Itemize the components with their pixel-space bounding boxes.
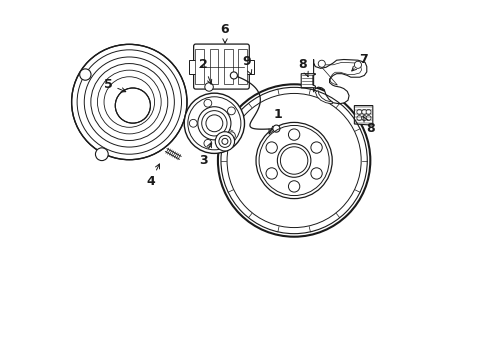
Circle shape (184, 93, 244, 153)
Polygon shape (313, 59, 366, 104)
Circle shape (215, 132, 234, 151)
Circle shape (356, 116, 361, 121)
Circle shape (204, 83, 213, 91)
Circle shape (366, 116, 370, 121)
Circle shape (366, 109, 370, 114)
Circle shape (71, 44, 186, 160)
Text: 9: 9 (242, 55, 251, 75)
Text: 1: 1 (268, 108, 282, 134)
Circle shape (354, 61, 361, 68)
Bar (224, 49, 232, 84)
Circle shape (318, 60, 325, 67)
Circle shape (227, 107, 235, 115)
Text: 4: 4 (146, 164, 159, 188)
Circle shape (95, 148, 108, 161)
Bar (195, 49, 203, 84)
Circle shape (218, 84, 369, 237)
Circle shape (356, 109, 361, 114)
Circle shape (265, 168, 277, 179)
FancyBboxPatch shape (193, 44, 249, 89)
Circle shape (80, 69, 91, 80)
Circle shape (198, 107, 230, 140)
Polygon shape (301, 74, 315, 88)
Circle shape (277, 144, 310, 177)
Bar (189, 60, 198, 74)
Circle shape (361, 109, 366, 114)
Circle shape (256, 122, 331, 199)
Circle shape (361, 116, 366, 121)
Circle shape (265, 142, 277, 153)
Text: 6: 6 (220, 23, 229, 43)
Circle shape (205, 115, 223, 132)
Text: 8: 8 (363, 117, 374, 135)
Polygon shape (354, 105, 372, 125)
Circle shape (189, 120, 197, 127)
Circle shape (115, 88, 150, 123)
Circle shape (288, 181, 299, 192)
Text: 2: 2 (199, 58, 211, 84)
Text: 7: 7 (351, 53, 367, 71)
Circle shape (288, 129, 299, 140)
Circle shape (272, 125, 279, 132)
Circle shape (203, 99, 211, 107)
Circle shape (310, 142, 322, 153)
Text: 3: 3 (199, 143, 211, 167)
Circle shape (227, 132, 235, 140)
Bar (245, 60, 254, 74)
Bar (238, 49, 246, 84)
Circle shape (203, 139, 211, 147)
Polygon shape (315, 91, 332, 104)
Text: 5: 5 (103, 78, 125, 92)
Circle shape (230, 72, 237, 79)
Circle shape (222, 138, 227, 144)
Circle shape (310, 168, 322, 179)
Text: 8: 8 (298, 58, 307, 77)
Bar (209, 49, 218, 84)
